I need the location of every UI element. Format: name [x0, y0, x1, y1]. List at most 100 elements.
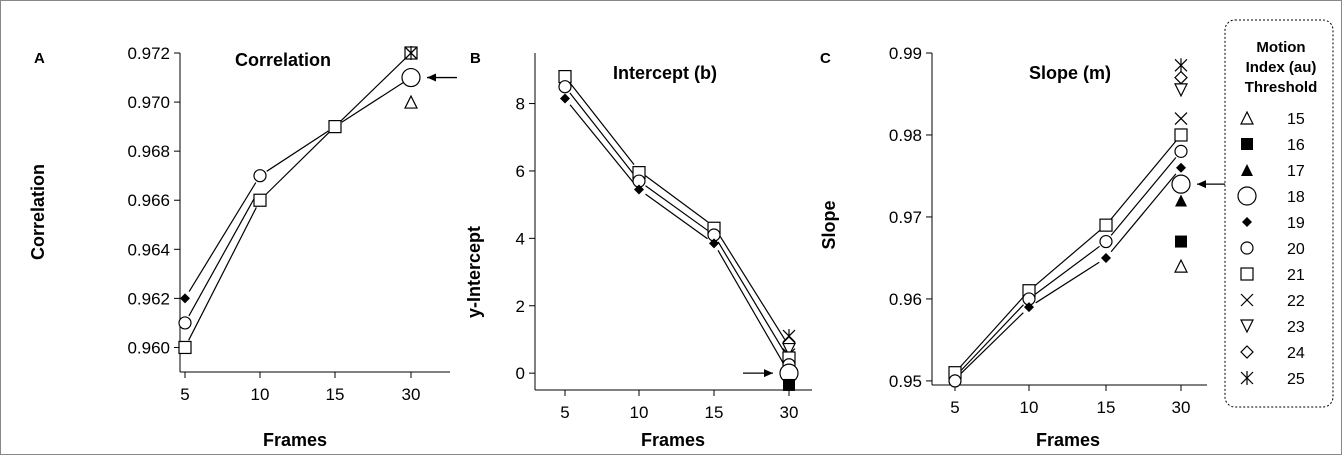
series-line-2	[960, 304, 1024, 372]
series-line-3	[569, 104, 635, 184]
legend-marker-triangle-filled	[1241, 164, 1253, 176]
y-tick-label: 0.96	[889, 290, 922, 309]
legend-marker-diamond	[1240, 345, 1254, 359]
data-point-cross	[1174, 112, 1188, 126]
series-line-2	[1035, 245, 1100, 295]
data-point-diamond-filled	[180, 293, 190, 304]
legend-label: 24	[1287, 345, 1305, 362]
data-point-diamond-filled	[1176, 162, 1186, 173]
legend-marker-cross	[1240, 293, 1254, 307]
panel-title: Slope (m)	[1029, 63, 1111, 83]
y-tick-label: 0.97	[889, 208, 922, 227]
data-point-diamond-filled	[634, 184, 644, 195]
y-tick-label: 0.972	[127, 44, 170, 63]
legend-entry: 22	[1240, 293, 1305, 310]
highlight-arrow	[743, 369, 773, 378]
legend-label: 16	[1287, 137, 1305, 154]
series-line-1	[717, 233, 786, 340]
y-tick-label: 0.95	[889, 372, 922, 391]
x-tick-label: 10	[630, 403, 649, 422]
series-line-7	[341, 81, 405, 123]
legend-marker-square-filled	[1241, 138, 1253, 150]
data-point-square	[328, 120, 342, 134]
legend-entry: 21	[1240, 267, 1305, 284]
y-tick-label: 0.966	[127, 191, 170, 210]
panel-letter: C	[820, 50, 831, 67]
data-point-triangle	[1174, 258, 1188, 273]
y-tick-label: 8	[516, 95, 525, 114]
series-line-2	[717, 241, 786, 354]
legend-entry: 15	[1240, 110, 1305, 128]
x-tick-label: 5	[950, 398, 959, 417]
legend-marker-diamond-filled	[1242, 217, 1252, 227]
panel-c: C Slope (m) 0.95 0.96 0.97 0.98 0.99 5 10 15 30 Fra…	[819, 44, 1227, 450]
legend-label: 17	[1287, 163, 1305, 180]
x-axis-label: Frames	[263, 430, 327, 450]
series-line-3	[188, 207, 257, 341]
x-tick-label: 15	[705, 403, 724, 422]
legend-label: 25	[1287, 371, 1305, 388]
data-point-diamond-filled	[709, 238, 719, 249]
series-line-3	[1110, 173, 1177, 253]
data-point-diamond-filled	[1024, 302, 1034, 313]
panel-title: Correlation	[235, 50, 331, 70]
series-line-2	[645, 185, 708, 231]
y-axis-label: y-Intercept	[464, 226, 484, 318]
data-point-circle-large	[401, 67, 421, 88]
legend-entry: 20	[1240, 241, 1305, 258]
legend-label: 23	[1287, 319, 1305, 336]
series-line-3	[717, 250, 786, 367]
series-line-3	[645, 193, 708, 240]
data-point-circle-large	[1171, 174, 1191, 194]
x-tick-label: 15	[326, 385, 345, 404]
series-line-1	[959, 296, 1025, 368]
y-tick-label: 2	[516, 297, 525, 316]
x-tick-label: 5	[560, 403, 569, 422]
data-point-triangle-down	[1174, 83, 1188, 98]
legend-marker-circle	[1240, 241, 1254, 255]
panel-b: B Intercept (b) 0 2 4 6 8 5 10 15 30 Frames y-Interc…	[464, 50, 812, 450]
x-tick-label: 30	[1172, 398, 1191, 417]
x-tick-label: 10	[1020, 398, 1039, 417]
y-tick-label: 0.98	[889, 126, 922, 145]
series-line-2	[188, 194, 257, 317]
legend-label: 22	[1287, 293, 1305, 310]
legend-title: Motion	[1256, 39, 1305, 56]
panel-a: A Correlation 0.960 0.962 0.964 0.966 0.968 0.9…	[28, 44, 457, 450]
y-tick-label: 0	[516, 364, 525, 383]
y-tick-label: 0.968	[127, 142, 170, 161]
series-line-2	[1110, 157, 1177, 236]
legend-marker-square	[1240, 267, 1254, 281]
highlight-arrow	[427, 73, 457, 82]
legend-marker-triangle-down	[1240, 319, 1254, 334]
legend-marker-asterisk	[1240, 371, 1254, 385]
data-point-triangle-filled	[1175, 194, 1187, 207]
y-tick-label: 0.99	[889, 44, 922, 63]
y-tick-label: 0.964	[127, 240, 170, 259]
data-point-circle	[558, 80, 572, 94]
legend-label: 20	[1287, 241, 1305, 258]
panel-title: Intercept (b)	[613, 63, 717, 83]
series-line-5	[265, 131, 330, 196]
data-point-circle	[948, 374, 962, 388]
data-point-asterisk	[404, 46, 418, 60]
y-axis-label: Slope	[819, 200, 839, 249]
series-line-4	[266, 130, 329, 172]
legend-entry: 19	[1242, 215, 1305, 232]
legend-entry: 18	[1237, 186, 1305, 206]
y-tick-label: 0.970	[127, 93, 170, 112]
legend-title: Threshold	[1245, 79, 1318, 96]
panel-letter: B	[470, 50, 481, 67]
data-point-square	[178, 340, 192, 355]
x-tick-label: 30	[780, 403, 799, 422]
series-line-6	[340, 58, 406, 122]
data-point-triangle	[404, 94, 418, 109]
data-point-circle	[1099, 234, 1113, 249]
x-tick-label: 15	[1097, 398, 1116, 417]
series-line-1	[645, 175, 708, 223]
y-tick-label: 4	[516, 229, 525, 248]
y-axis-label: Correlation	[28, 164, 48, 260]
legend-entry: 25	[1240, 371, 1305, 388]
series-line-3	[960, 312, 1024, 375]
